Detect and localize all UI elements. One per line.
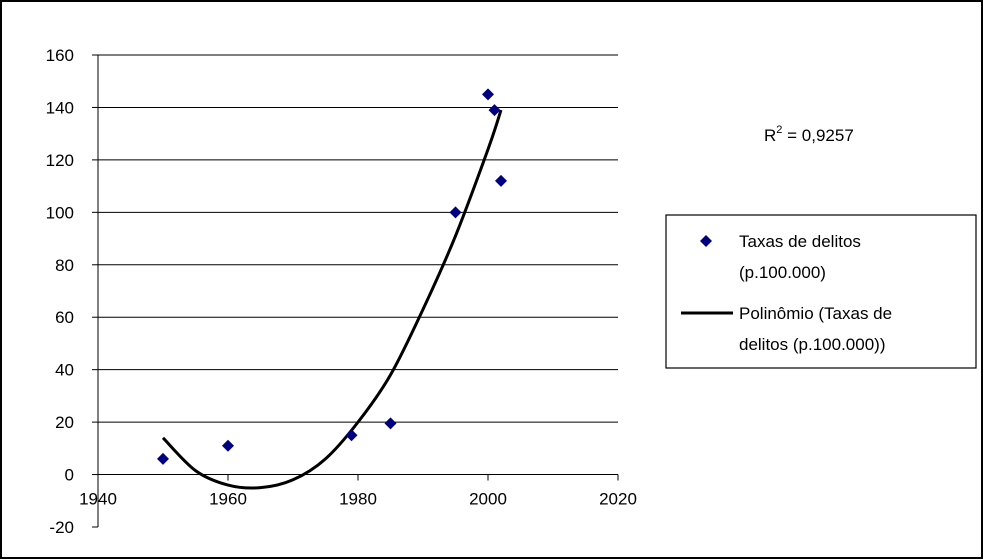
axes [92, 54, 619, 528]
y-tick-label: 160 [46, 46, 74, 65]
legend-marker-diamond [700, 235, 712, 247]
legend-label-trend-1: Polinômio (Taxas de [739, 304, 892, 323]
legend-box [665, 214, 977, 369]
x-tick-label: 1960 [209, 490, 247, 509]
x-tick-label: 2020 [599, 490, 637, 509]
x-tick-label: 1980 [339, 490, 377, 509]
r-squared-annotation: R2 = 0,9257 [764, 124, 854, 145]
data-point [157, 452, 169, 465]
data-point [222, 439, 234, 452]
r-label: R [764, 126, 776, 145]
y-tick-label: 0 [65, 466, 74, 485]
y-tick-label: 80 [55, 256, 74, 275]
y-tick-label: 60 [55, 308, 74, 327]
data-point [488, 104, 501, 117]
y-tick-label: 140 [46, 98, 74, 117]
x-tick-labels: 1940 1960 1980 2000 2020 [79, 490, 637, 509]
y-tick-label: 120 [46, 151, 74, 170]
r-value: = 0,9257 [782, 126, 853, 145]
y-tick-label: -20 [49, 518, 74, 537]
legend: Taxas de delitos (p.100.000) Polinômio (… [665, 214, 977, 369]
y-tick-label: 20 [55, 413, 74, 432]
x-tick-label: 1940 [79, 490, 117, 509]
y-tick-label: 100 [46, 203, 74, 222]
gridlines [98, 54, 618, 423]
legend-label-trend-2: delitos (p.100.000)) [739, 335, 885, 354]
data-point [384, 417, 397, 430]
data-point [449, 206, 462, 219]
data-point [495, 174, 507, 187]
y-tick-labels: -20 0 20 40 60 80 100 120 140 160 [46, 46, 74, 537]
legend-label-points-1: Taxas de delitos [739, 232, 861, 251]
data-point [345, 429, 358, 442]
data-point [482, 88, 494, 101]
x-tick-label: 2000 [469, 490, 507, 509]
legend-label-points-2: (p.100.000) [739, 263, 826, 282]
data-points [157, 88, 507, 465]
r-superscript: 2 [776, 124, 782, 136]
y-tick-label: 40 [55, 361, 74, 380]
